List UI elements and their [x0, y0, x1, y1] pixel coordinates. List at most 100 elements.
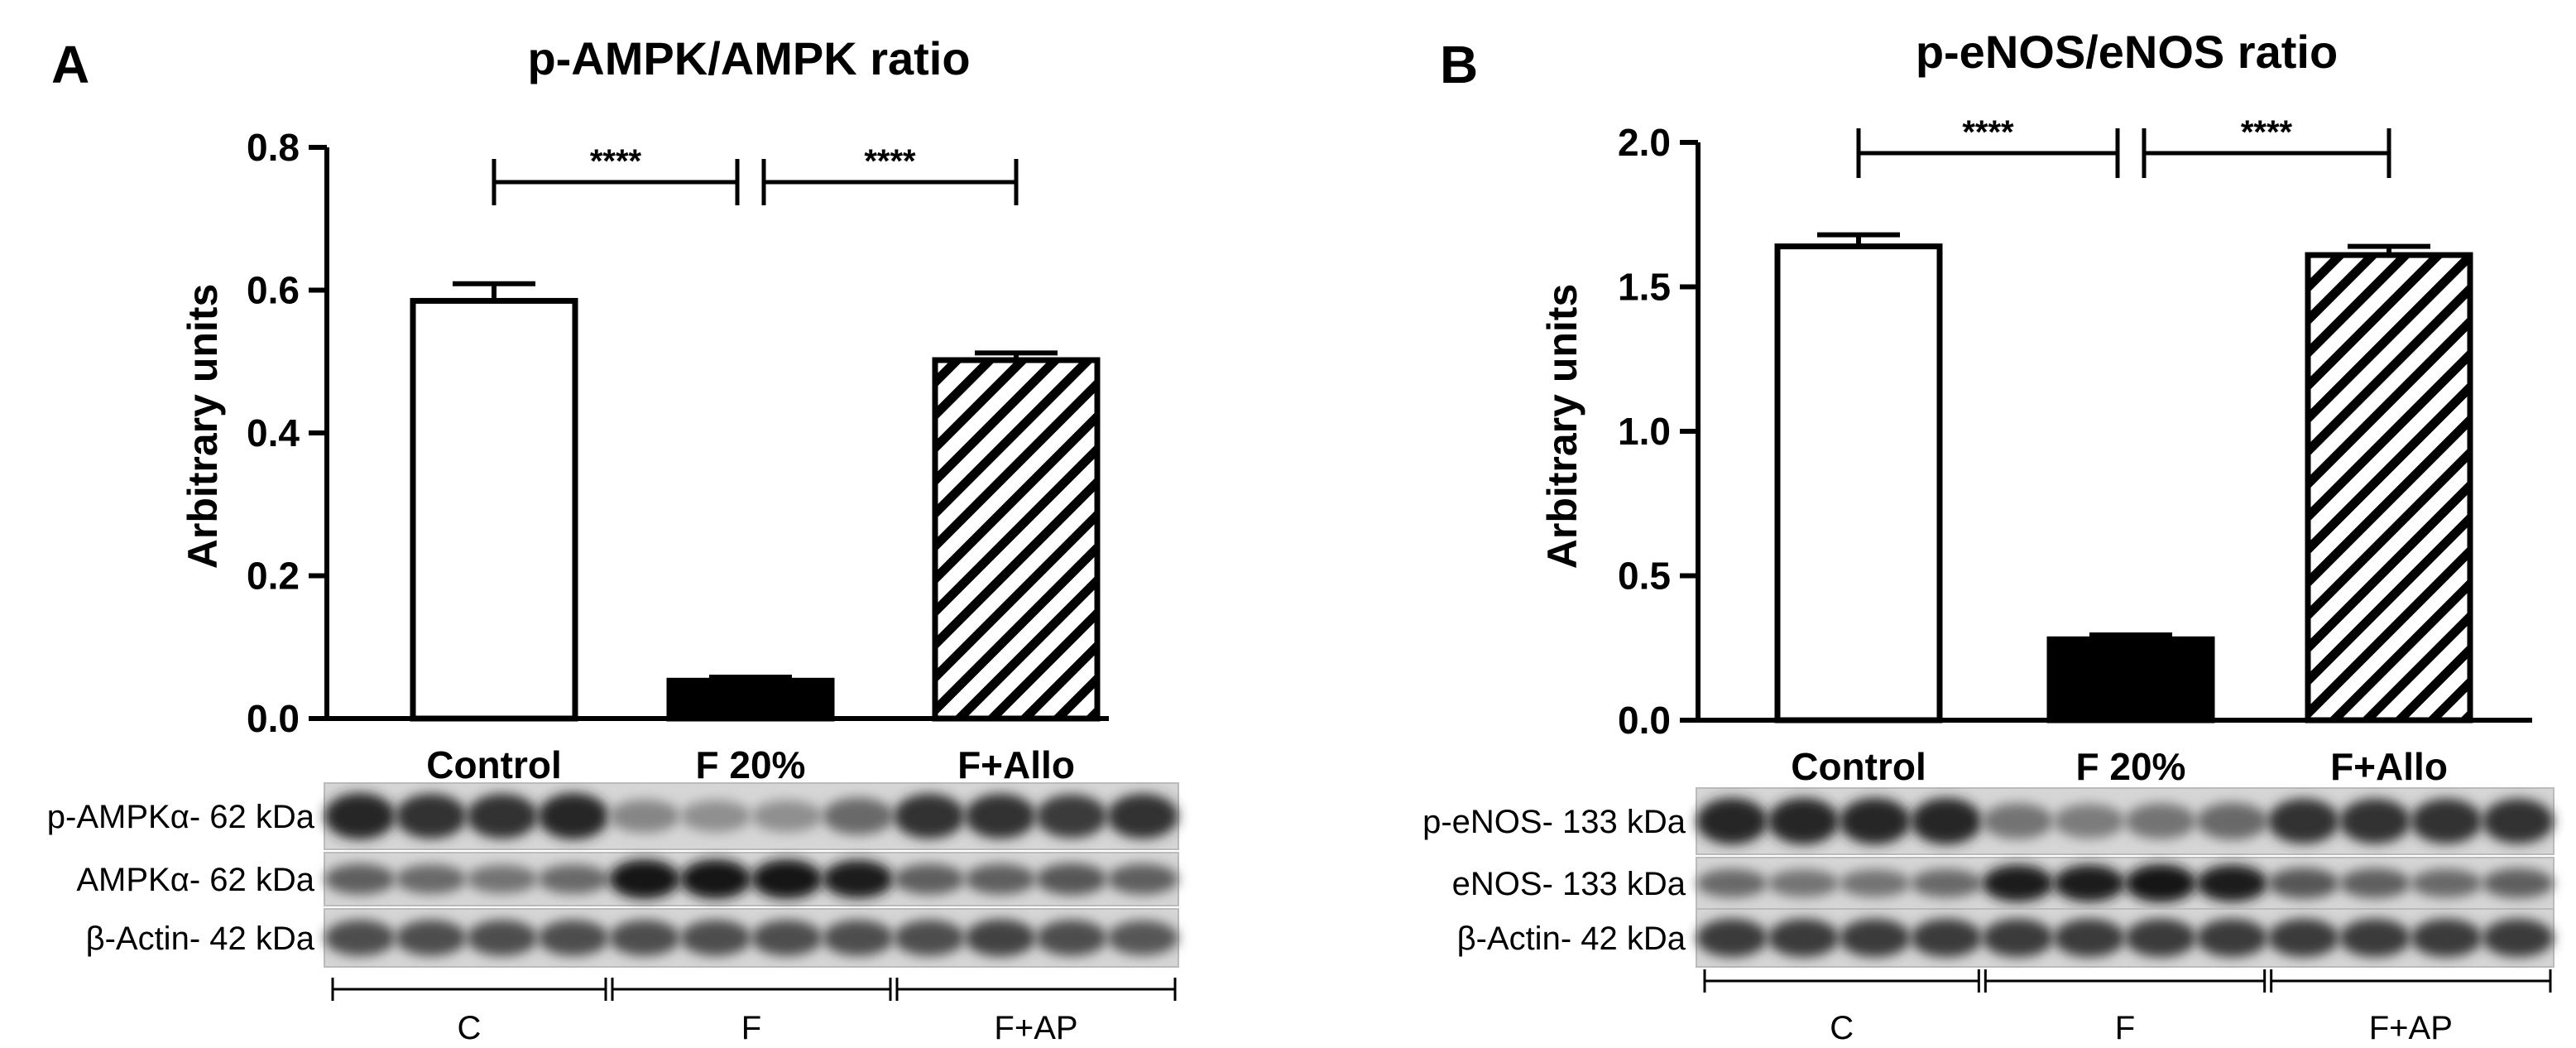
blot-band [823, 920, 894, 956]
y-tick-label: 0.5 [1618, 555, 1671, 598]
blot-band [2267, 798, 2339, 844]
blot-strip [1696, 787, 2554, 855]
blot-label: β-Actin- 42 kDa [1457, 921, 1686, 957]
blot-band [2196, 802, 2268, 840]
blot-band [751, 800, 823, 833]
blot-band [2125, 803, 2197, 839]
blot-strip [324, 908, 1179, 968]
blot-band [2482, 868, 2554, 898]
lane-group-label: F [741, 1010, 761, 1046]
significance-label: **** [2241, 114, 2293, 151]
blot-band [1107, 793, 1178, 839]
panel-letter: A [51, 35, 89, 94]
blot-band [2482, 918, 2554, 958]
blot-band [396, 864, 467, 894]
y-tick-label: 1.5 [1618, 266, 1671, 309]
significance-label: **** [590, 143, 642, 180]
y-tick-label: 2.0 [1618, 121, 1671, 164]
y-tick-label: 0.0 [247, 697, 300, 740]
blot-band [1911, 798, 1983, 844]
blot-band [324, 793, 396, 839]
panel-b: B p-eNOS/eNOS ratio Arbitrary units 0.0 … [1422, 26, 2554, 1046]
bar [2305, 252, 2473, 724]
bar [2046, 636, 2215, 724]
bar [666, 677, 835, 722]
y-axis-label: Arbitrary units [180, 284, 226, 570]
blot-band [894, 920, 965, 956]
blot-band [2196, 864, 2268, 902]
panel-letter: B [1440, 35, 1478, 94]
y-tick-label: 0.2 [247, 555, 300, 598]
y-tick-label: 0.0 [1618, 699, 1671, 742]
blot-band [1911, 918, 1983, 958]
significance-label: **** [1962, 114, 2014, 151]
bar [932, 357, 1101, 722]
blot-strip [1696, 857, 2554, 910]
blot-band [2125, 918, 2197, 958]
category-label: F+Allo [957, 743, 1075, 786]
blot-band [467, 793, 538, 839]
blot-band [1107, 863, 1178, 895]
lane-group-label: F+AP [2369, 1010, 2453, 1046]
blot-band [2482, 798, 2554, 844]
blot-band [680, 859, 751, 899]
blot-band [965, 863, 1036, 895]
blot-band [680, 920, 751, 956]
blot-band [1036, 794, 1107, 839]
category-label: F+Allo [2330, 745, 2448, 788]
lane-group-label: C [1830, 1010, 1854, 1046]
chart-title: p-AMPK/AMPK ratio [527, 32, 970, 84]
blot-label: eNOS- 133 kDa [1452, 866, 1686, 902]
bar [410, 297, 578, 722]
blot-band [1036, 863, 1107, 896]
blot-band [1107, 921, 1178, 955]
blot-band [2411, 868, 2482, 898]
blot-band [1768, 798, 1840, 844]
blot-band [1696, 918, 1768, 958]
blot-band [1982, 803, 2054, 839]
blot-band [2267, 918, 2339, 958]
blot-band [1911, 868, 1983, 898]
blot-band [324, 920, 396, 956]
category-label: Control [1791, 745, 1926, 788]
blot-band [538, 793, 609, 839]
lane-group-label: F [2115, 1010, 2135, 1046]
blot-band [609, 920, 680, 956]
panel-a: A p-AMPK/AMPK ratio Arbitrary units 0.0 … [47, 32, 1179, 1046]
blot-band [2339, 918, 2411, 958]
category-label: Control [426, 743, 562, 786]
blot-band [680, 800, 751, 833]
blot-label: β-Actin- 42 kDa [86, 921, 315, 957]
significance-label: **** [864, 143, 916, 180]
y-tick-label: 0.6 [247, 269, 300, 312]
blot-band [1839, 869, 1911, 897]
blot-band [467, 864, 538, 894]
blot-band [2053, 918, 2125, 958]
y-tick-label: 0.4 [247, 411, 300, 454]
blot-band [467, 920, 538, 956]
blot-band [396, 920, 467, 956]
blot-band [751, 859, 823, 899]
lane-group-label: C [458, 1010, 482, 1046]
blot-band [823, 797, 894, 835]
y-axis-label: Arbitrary units [1539, 284, 1585, 570]
blot-band [1839, 798, 1911, 844]
blot-band [2053, 864, 2125, 902]
blot-strip [324, 782, 1179, 850]
blot-band [538, 920, 609, 956]
blot-band [324, 863, 396, 895]
chart-title: p-eNOS/eNOS ratio [1916, 26, 2338, 78]
blot-band [751, 920, 823, 956]
blot-band [2053, 804, 2125, 839]
blot-band [1768, 918, 1840, 958]
blot-label: AMPKα- 62 kDa [76, 862, 314, 898]
blot-band [1982, 864, 2054, 902]
bar [1774, 243, 1943, 724]
blot-band [396, 793, 467, 839]
blot-band [609, 800, 680, 833]
blot-band [609, 859, 680, 899]
blot-label: p-AMPKα- 62 kDa [47, 799, 315, 835]
blot-band [1768, 869, 1840, 897]
blot-band [1696, 798, 1768, 844]
